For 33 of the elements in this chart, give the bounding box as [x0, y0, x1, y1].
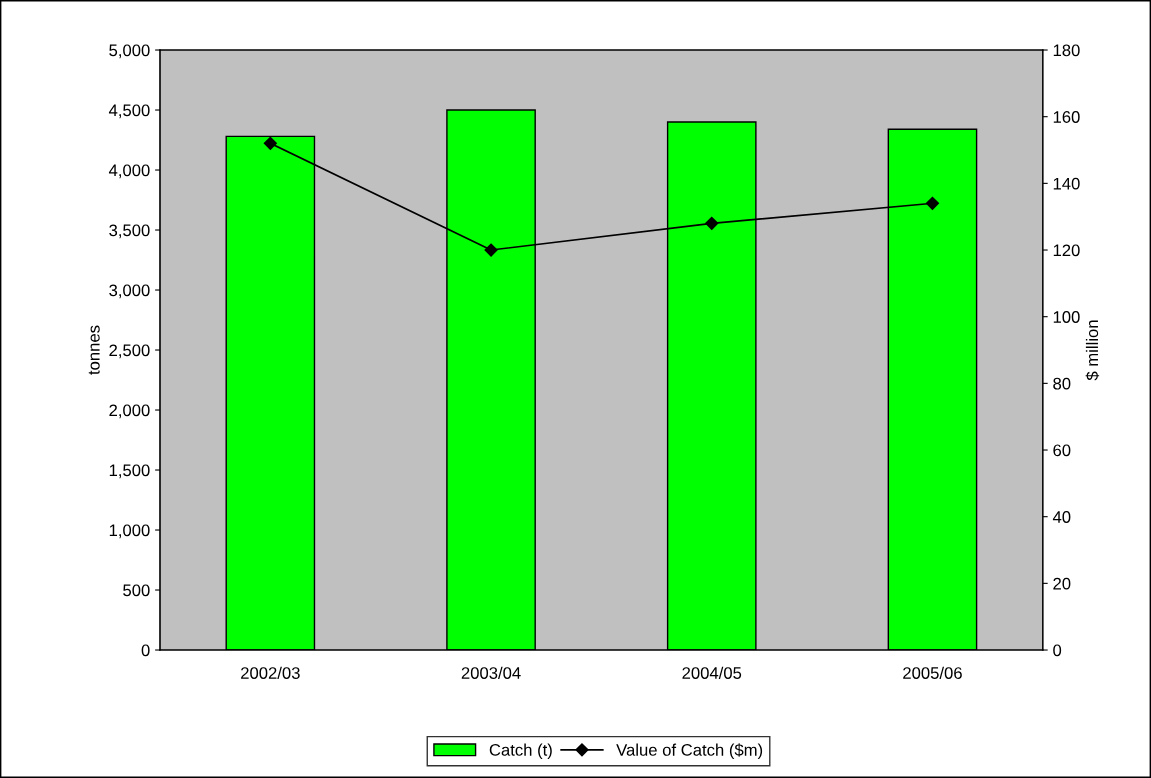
legend-label: Value of Catch ($m)	[616, 743, 763, 760]
y-tick-label: 5,000	[109, 44, 150, 59]
y2-axis-title: $ million	[1085, 320, 1100, 381]
x-tick-label: 2004/05	[682, 666, 742, 679]
y2-tick-label: 40	[1052, 511, 1071, 523]
point	[925, 196, 940, 210]
y2-tick-label: 80	[1053, 377, 1071, 390]
legend-label: Catch (t)	[489, 743, 552, 760]
y2-tick-label: 60	[1053, 444, 1071, 457]
x-tick-label: 2003/04	[461, 666, 521, 679]
point	[263, 136, 277, 150]
y2-tick-label: 20	[1053, 577, 1071, 590]
y-tick-label: 4,500	[108, 104, 150, 119]
y2-tick-label: 160	[1053, 111, 1080, 123]
y-tick-label: 0	[141, 644, 150, 657]
y2-tick-label: 0	[1053, 644, 1062, 657]
point	[484, 243, 498, 257]
y2-tick-label: 140	[1053, 177, 1080, 190]
point	[705, 216, 719, 230]
y2-tick-label: 100	[1053, 311, 1080, 323]
y2-tick-label: 180	[1053, 44, 1080, 57]
y-tick-label: 2,000	[109, 404, 150, 419]
y-tick-label: 3,000	[109, 284, 150, 299]
y-tick-label: 1,500	[109, 464, 150, 479]
x-tick-label: 2005/06	[903, 666, 962, 679]
y-tick-label: 2,500	[109, 344, 150, 359]
y2-tick-label: 120	[1053, 244, 1080, 257]
y-tick-label: 3,500	[109, 224, 150, 239]
y-axis-title: tonnes	[88, 325, 100, 375]
y-tick-label: 1,000	[109, 524, 150, 539]
y-tick-label: 500	[123, 584, 150, 597]
x-tick-label: 2002/03	[241, 666, 300, 679]
y-tick-label: 4,000	[108, 164, 150, 179]
